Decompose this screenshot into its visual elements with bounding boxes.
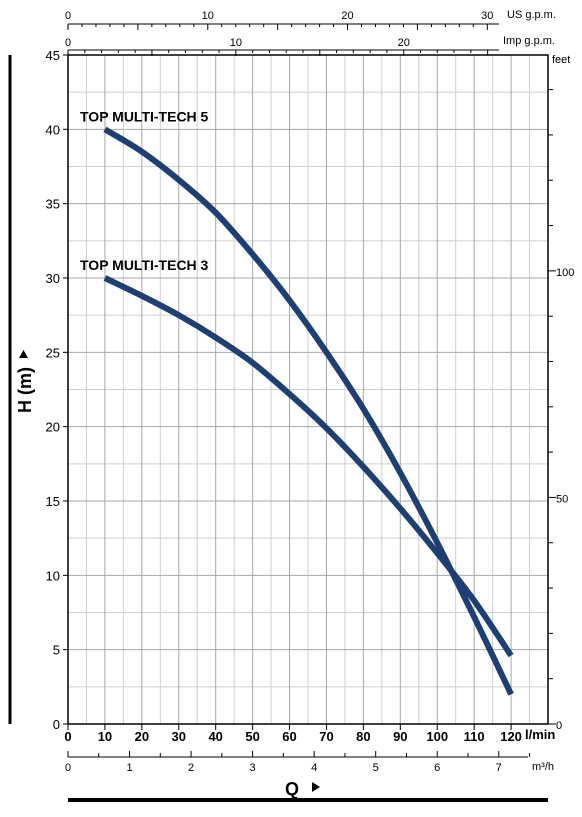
series-line-2 [103, 275, 514, 658]
series-label-1: TOP MULTI-TECH 5 [80, 108, 209, 124]
x-tick-label: 20 [135, 729, 149, 744]
x-tick-label: 120 [500, 729, 522, 744]
x-tick-label: 10 [98, 729, 112, 744]
x-tick-label: 80 [356, 729, 370, 744]
m3h-tick-label: 1 [126, 762, 132, 774]
us-gpm-tick-label: 0 [65, 10, 71, 22]
m3h-tick-label: 6 [434, 762, 440, 774]
y-tick-label: 5 [53, 643, 60, 658]
y-axis-title-group: H (m) [15, 367, 35, 413]
x-tick-label: 40 [208, 729, 222, 744]
y-axis-title: H (m) [15, 367, 35, 413]
y-tick-label: 35 [46, 197, 60, 212]
y-tick-label: 30 [46, 271, 60, 286]
x-tick-label: 110 [464, 729, 485, 744]
x-tick-label: 90 [393, 729, 407, 744]
series-layer: TOP MULTI-TECH 5 TOP MULTI-TECH 3 [80, 108, 514, 696]
x-tick-label: 100 [426, 729, 448, 744]
y-tick-label: 45 [46, 48, 60, 63]
minor-grid [68, 55, 548, 724]
imp-gpm-unit-label: Imp g.p.m. [503, 35, 555, 47]
m3h-tick-label: 3 [250, 762, 256, 774]
feet-unit-label: feet [552, 54, 570, 66]
us-gpm-tick-label: 10 [202, 10, 214, 22]
feet-tick-label: 50 [556, 493, 568, 505]
m3h-tick-label: 5 [373, 762, 379, 774]
x-axis-title: Q [285, 779, 299, 799]
m3h-unit-label: m³/h [532, 761, 554, 773]
y-tick-label: 15 [46, 494, 60, 509]
m3h-tick-label: 2 [188, 762, 194, 774]
series-label-2: TOP MULTI-TECH 3 [80, 257, 209, 273]
x-tick-label: 30 [172, 729, 186, 744]
imp-gpm-tick-label: 20 [398, 37, 410, 49]
y-tick-label: 10 [46, 568, 60, 583]
y-tick-label: 40 [46, 122, 60, 137]
y-tick-label: 0 [53, 717, 60, 732]
m3h-tick-label: 4 [311, 762, 317, 774]
x-tick-label: 0 [64, 729, 71, 744]
x-tick-label: 50 [245, 729, 259, 744]
x-tick-label: 60 [282, 729, 296, 744]
feet-tick-label: 0 [556, 720, 562, 732]
m3h-tick-label: 0 [65, 762, 71, 774]
y-axis-arrow-icon [19, 350, 28, 358]
axis-tick-labels: 0 10 20 30 40 50 60 70 80 90 100 110 120051015202530… [46, 10, 575, 774]
x-tick-label: 70 [319, 729, 333, 744]
us-gpm-tick-label: 20 [341, 10, 353, 22]
y-tick-label: 20 [46, 420, 60, 435]
feet-tick-label: 100 [556, 267, 574, 279]
axis-ticks [63, 24, 556, 757]
us-gpm-unit-label: US g.p.m. [507, 9, 556, 21]
x-unit-label: l/min [525, 727, 555, 742]
x-axis-arrow-icon [312, 782, 320, 792]
m3h-tick-label: 7 [496, 762, 502, 774]
imp-gpm-tick-label: 10 [230, 37, 242, 49]
imp-gpm-tick-label: 0 [65, 37, 71, 49]
us-gpm-tick-label: 30 [481, 10, 493, 22]
y-tick-label: 25 [46, 345, 60, 360]
